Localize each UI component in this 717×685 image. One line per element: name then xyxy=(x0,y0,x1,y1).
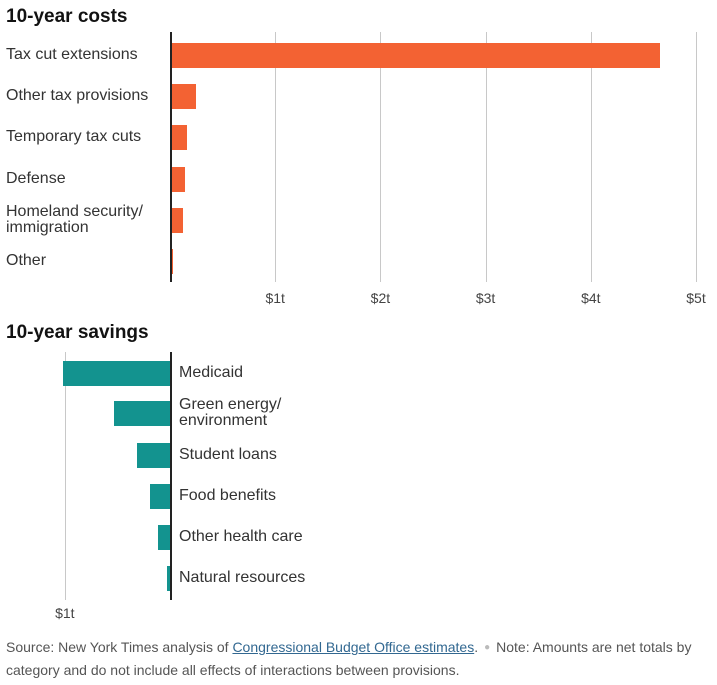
costs-category-label: Other xyxy=(6,252,47,269)
costs-category-label: Other tax provisions xyxy=(6,87,149,104)
savings-category-label: Student loans xyxy=(179,446,277,463)
source-suffix: . xyxy=(474,639,479,655)
costs-zero-axis xyxy=(170,32,172,282)
savings-bar xyxy=(114,400,170,426)
costs-bar xyxy=(170,207,183,233)
savings-category-label: Medicaid xyxy=(179,364,244,381)
costs-gridline xyxy=(590,32,592,282)
savings-chart-title: 10-year savings xyxy=(6,322,149,343)
savings-bar xyxy=(150,483,170,509)
costs-tick-label: $1t xyxy=(265,290,285,306)
savings-gridline xyxy=(64,352,66,600)
costs-tick-label: $2t xyxy=(370,290,391,306)
costs-tick-label: $3t xyxy=(475,290,496,306)
costs-gridline xyxy=(485,32,487,282)
costs-chart-title: 10-year costs xyxy=(6,6,128,27)
costs-category-label: Homeland security/ immigration xyxy=(6,203,143,236)
costs-bar xyxy=(170,124,187,150)
source-note: Source: New York Times analysis of Congr… xyxy=(6,636,706,681)
costs-bar xyxy=(170,166,185,192)
costs-gridline xyxy=(275,32,277,282)
costs-tick-label: $4t xyxy=(581,290,601,306)
costs-bar xyxy=(170,83,197,109)
savings-bar xyxy=(166,565,170,591)
costs-tick-label: $5t xyxy=(686,290,706,306)
costs-bar xyxy=(170,248,174,274)
costs-category-label: Tax cut extensions xyxy=(6,46,138,63)
savings-zero-axis xyxy=(170,352,172,600)
costs-gridline xyxy=(696,32,697,282)
costs-category-label: Temporary tax cuts xyxy=(6,128,142,145)
savings-bar xyxy=(158,524,170,550)
cbo-estimates-link[interactable]: Congressional Budget Office estimates xyxy=(232,639,475,655)
separator-dot-icon: ● xyxy=(484,642,491,653)
costs-bar xyxy=(170,42,661,68)
costs-gridline xyxy=(380,32,382,282)
savings-tick-label: $1t xyxy=(55,605,75,621)
savings-category-label: Natural resources xyxy=(179,569,306,586)
source-prefix: Source: New York Times analysis of xyxy=(6,639,233,655)
savings-category-label: Other health care xyxy=(179,528,303,545)
note-text: Note: Amounts are net totals by category… xyxy=(6,639,692,678)
savings-bar xyxy=(62,360,170,386)
savings-bar xyxy=(137,442,170,468)
costs-category-label: Defense xyxy=(6,170,66,187)
savings-category-label: Green energy/ environment xyxy=(179,396,282,429)
savings-category-label: Food benefits xyxy=(179,487,276,504)
